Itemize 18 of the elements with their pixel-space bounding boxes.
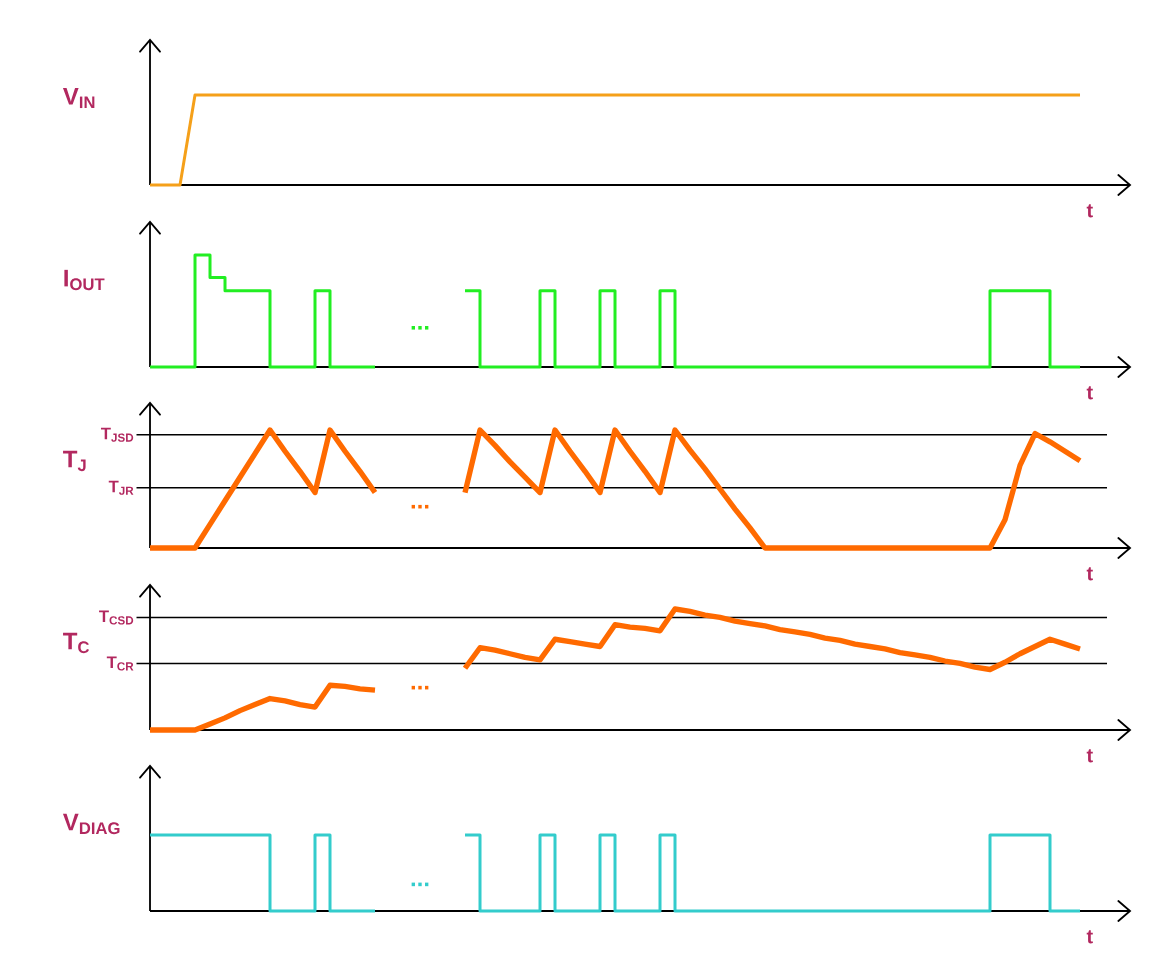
y-axis-title: V$_{IN}$ [62,87,95,109]
x-axis-title: t [1086,930,1093,944]
annotation: ... [411,326,429,330]
y-axis-title: V$_{DIAG}$ [62,813,120,835]
y-axis-title: T$_{J}$ [63,450,86,472]
ref-line-label: T$_{JR}$ [108,480,134,495]
y-axis-title: T$_{C}$ [63,632,90,654]
ref-line-label: T$_{JSD}$ [100,427,134,442]
y-axis-title: I$_{OUT}$ [64,269,105,291]
annotation: ... [411,882,429,887]
x-axis-title: t [1086,204,1093,218]
x-axis-title: t [1086,567,1093,581]
annotation: ... [411,685,429,690]
x-axis-title: t [1086,386,1093,400]
annotation: ... [411,504,429,509]
ref-line-label: T$_{CR}$ [106,656,134,671]
x-axis-title: t [1086,749,1093,763]
ref-line-label: T$_{CSD}$ [99,610,134,625]
